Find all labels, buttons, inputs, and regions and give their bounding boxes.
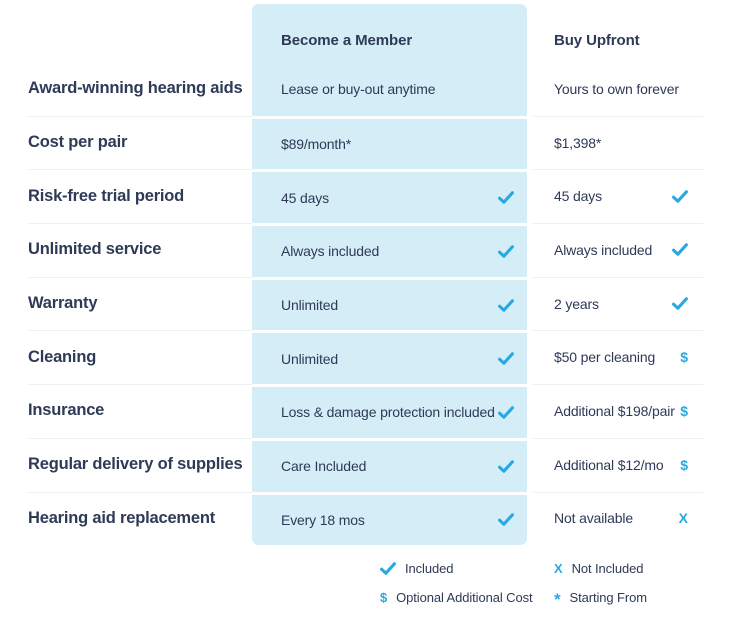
upfront-cell: $50 per cleaning $	[527, 330, 736, 384]
check-icon	[672, 297, 688, 310]
check-icon	[498, 352, 514, 366]
upfront-column-header: Buy Upfront	[527, 0, 736, 62]
member-value: Care Included	[281, 458, 367, 475]
row-label: Risk-free trial period	[0, 169, 252, 223]
row-label: Cost per pair	[0, 115, 252, 170]
member-cell: Care Included	[252, 437, 527, 492]
upfront-value: $1,398*	[554, 134, 602, 151]
upfront-value: $50 per cleaning	[554, 349, 656, 366]
upfront-column-title: Buy Upfront	[554, 32, 640, 49]
member-column-title: Become a Member	[281, 32, 413, 49]
legend-item: X Not Included	[554, 561, 644, 576]
row-label: Warranty	[0, 276, 252, 331]
asterisk-icon: *	[554, 590, 561, 610]
legend-item: * Starting From	[554, 590, 647, 610]
upfront-cell: Yours to own forever	[527, 62, 736, 116]
check-icon	[672, 243, 688, 257]
member-cell: $89/month*	[252, 115, 527, 170]
x-icon: X	[678, 510, 688, 527]
header-spacer	[0, 0, 252, 62]
member-value: Lease or buy-out anytime	[281, 80, 436, 97]
member-column-header: Become a Member	[252, 4, 527, 62]
row-label: Unlimited service	[0, 223, 252, 277]
upfront-value: Additional $12/mo	[554, 456, 664, 473]
upfront-cell: $1,398*	[527, 115, 736, 170]
member-cell: 45 days	[252, 169, 527, 224]
upfront-value: Yours to own forever	[554, 80, 679, 97]
upfront-value: Additional $198/pair	[554, 402, 675, 419]
dollar-icon: $	[380, 590, 388, 605]
check-icon	[498, 191, 514, 204]
check-icon	[498, 513, 514, 527]
legend: Included X Not Included $ Optional Addit…	[378, 561, 647, 610]
upfront-value: Not available	[554, 510, 633, 527]
member-value: Unlimited	[281, 350, 339, 367]
member-cell: Loss & damage protection included	[252, 384, 527, 438]
member-value: $89/month*	[281, 136, 352, 153]
dollar-icon: $	[680, 402, 688, 419]
upfront-value: Always included	[554, 241, 653, 258]
check-icon	[498, 459, 514, 473]
upfront-value: 2 years	[554, 295, 599, 312]
member-value: Loss & damage protection included	[281, 404, 495, 421]
check-icon	[380, 562, 396, 575]
pricing-comparison-table: Become a Member Buy Upfront Award-winnin…	[0, 0, 736, 546]
upfront-cell: Additional $12/mo $	[527, 437, 736, 492]
row-label: Regular delivery of supplies	[0, 437, 252, 492]
member-value: Always included	[281, 243, 380, 260]
row-label: Award-winning hearing aids	[28, 79, 243, 98]
row-label: Hearing aid replacement	[0, 491, 252, 546]
check-icon	[498, 406, 514, 419]
upfront-cell: 45 days	[527, 169, 736, 223]
member-cell: Lease or buy-out anytime	[252, 62, 527, 116]
member-value: 45 days	[281, 189, 329, 206]
row-label: Cleaning	[0, 330, 252, 384]
member-cell: Unlimited	[252, 330, 527, 385]
x-icon: X	[554, 561, 563, 576]
legend-item: Included	[378, 561, 552, 576]
check-icon	[672, 189, 688, 203]
member-value: Every 18 mos	[281, 511, 365, 528]
upfront-cell: 2 years	[527, 276, 736, 331]
upfront-cell: Always included	[527, 223, 736, 277]
member-cell: Unlimited	[252, 276, 527, 331]
dollar-icon: $	[680, 456, 688, 473]
upfront-value: 45 days	[554, 188, 602, 205]
dollar-icon: $	[680, 349, 688, 366]
upfront-cell: Additional $198/pair $	[527, 384, 736, 438]
member-cell: Always included	[252, 223, 527, 277]
check-icon	[498, 298, 514, 312]
legend-item: $ Optional Additional Cost	[380, 590, 533, 605]
row-label: Insurance	[0, 384, 252, 438]
upfront-cell: Not available X	[527, 491, 736, 546]
check-icon	[498, 245, 514, 258]
member-value: Unlimited	[281, 297, 339, 314]
member-cell: Every 18 mos	[252, 491, 527, 546]
upfront-column-header-inner: Buy Upfront	[533, 0, 703, 62]
